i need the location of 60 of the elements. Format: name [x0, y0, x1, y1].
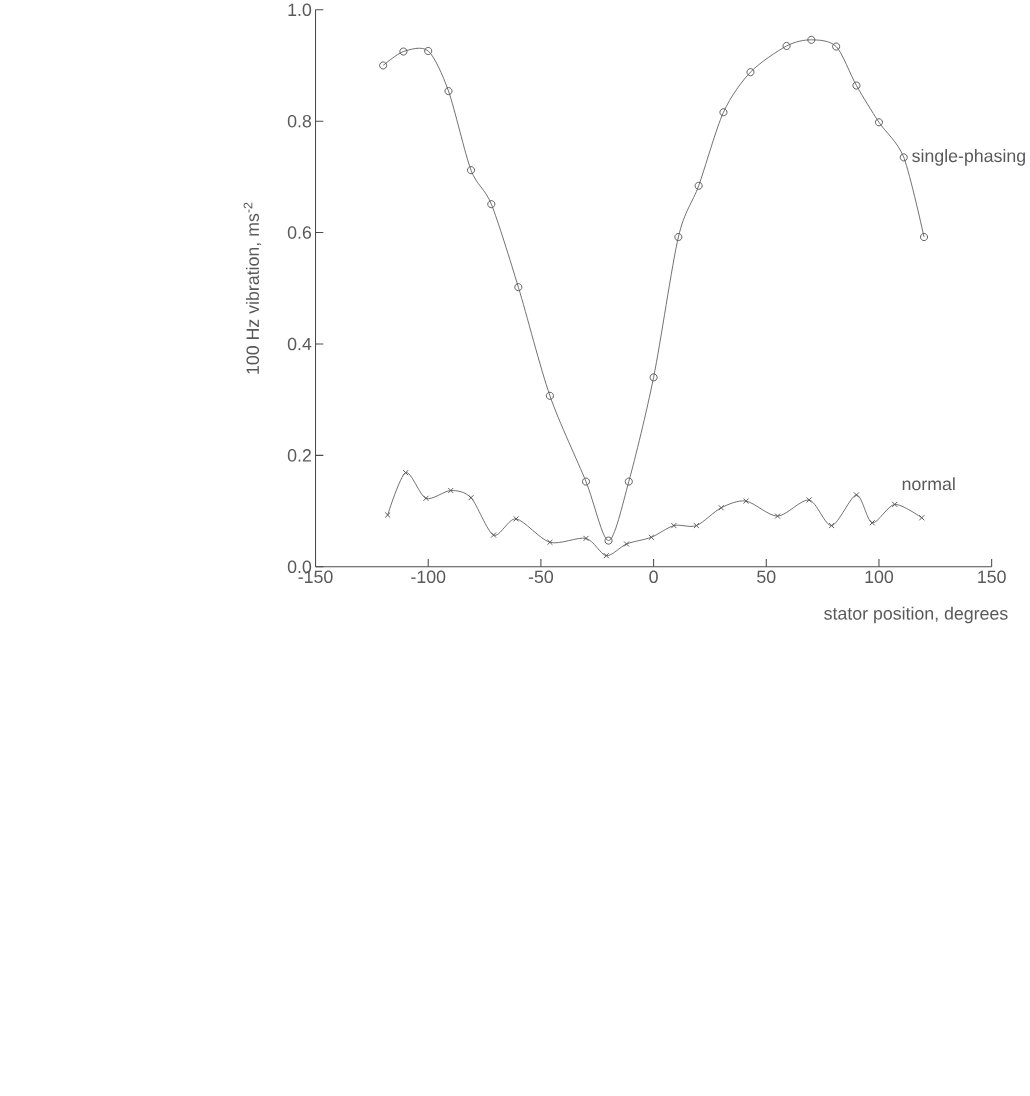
point — [649, 373, 658, 382]
point — [918, 514, 925, 521]
point — [782, 41, 791, 50]
point — [920, 233, 929, 242]
point — [674, 233, 683, 242]
point — [828, 522, 835, 529]
point — [774, 513, 781, 520]
point — [513, 515, 520, 522]
point — [869, 519, 876, 526]
y-tick-label: 1.0 — [288, 3, 312, 17]
y-tick-label: 0.6 — [288, 226, 312, 239]
point — [447, 487, 454, 494]
point — [694, 181, 703, 190]
point — [875, 118, 884, 127]
point — [899, 153, 908, 162]
x-tick-label: -50 — [529, 570, 554, 584]
y-tick-label: 0.2 — [288, 449, 312, 462]
point — [583, 535, 590, 542]
x-tick-label: 100 — [865, 570, 894, 584]
point — [379, 61, 388, 70]
point — [603, 552, 610, 559]
point — [806, 496, 813, 503]
point — [490, 532, 497, 539]
y-tick-label: 0.8 — [288, 114, 312, 128]
y-tick-label: 0.4 — [288, 337, 312, 351]
point — [384, 512, 391, 518]
point — [693, 522, 700, 529]
point — [399, 47, 408, 56]
x-tick-label: 0 — [649, 570, 659, 584]
point — [719, 108, 728, 117]
point — [604, 536, 613, 545]
point — [807, 35, 816, 44]
series-label: normal — [902, 477, 955, 491]
point — [746, 68, 755, 77]
point — [853, 491, 860, 498]
point — [624, 477, 633, 486]
point — [444, 87, 453, 96]
point — [514, 283, 523, 292]
point — [671, 522, 678, 529]
x-axis-title: stator position, degrees — [824, 606, 1008, 624]
point — [546, 391, 555, 400]
point — [623, 540, 630, 547]
point — [424, 46, 433, 56]
point — [468, 494, 475, 501]
point — [832, 42, 841, 51]
point — [852, 81, 861, 90]
x-tick-label: 150 — [978, 570, 1006, 584]
point — [402, 469, 409, 476]
point — [467, 166, 476, 175]
point — [487, 200, 496, 209]
point — [423, 495, 430, 502]
point — [718, 504, 725, 511]
series-label: single-phasing — [912, 149, 1026, 166]
point — [547, 539, 554, 546]
x-tick-label: 50 — [757, 570, 776, 584]
point — [891, 501, 898, 508]
point — [648, 534, 655, 541]
point — [582, 477, 591, 486]
x-tick-label: -100 — [411, 570, 446, 584]
y-axis-title: 100 Hz vibration, ms$^{-2}$ — [243, 202, 262, 374]
